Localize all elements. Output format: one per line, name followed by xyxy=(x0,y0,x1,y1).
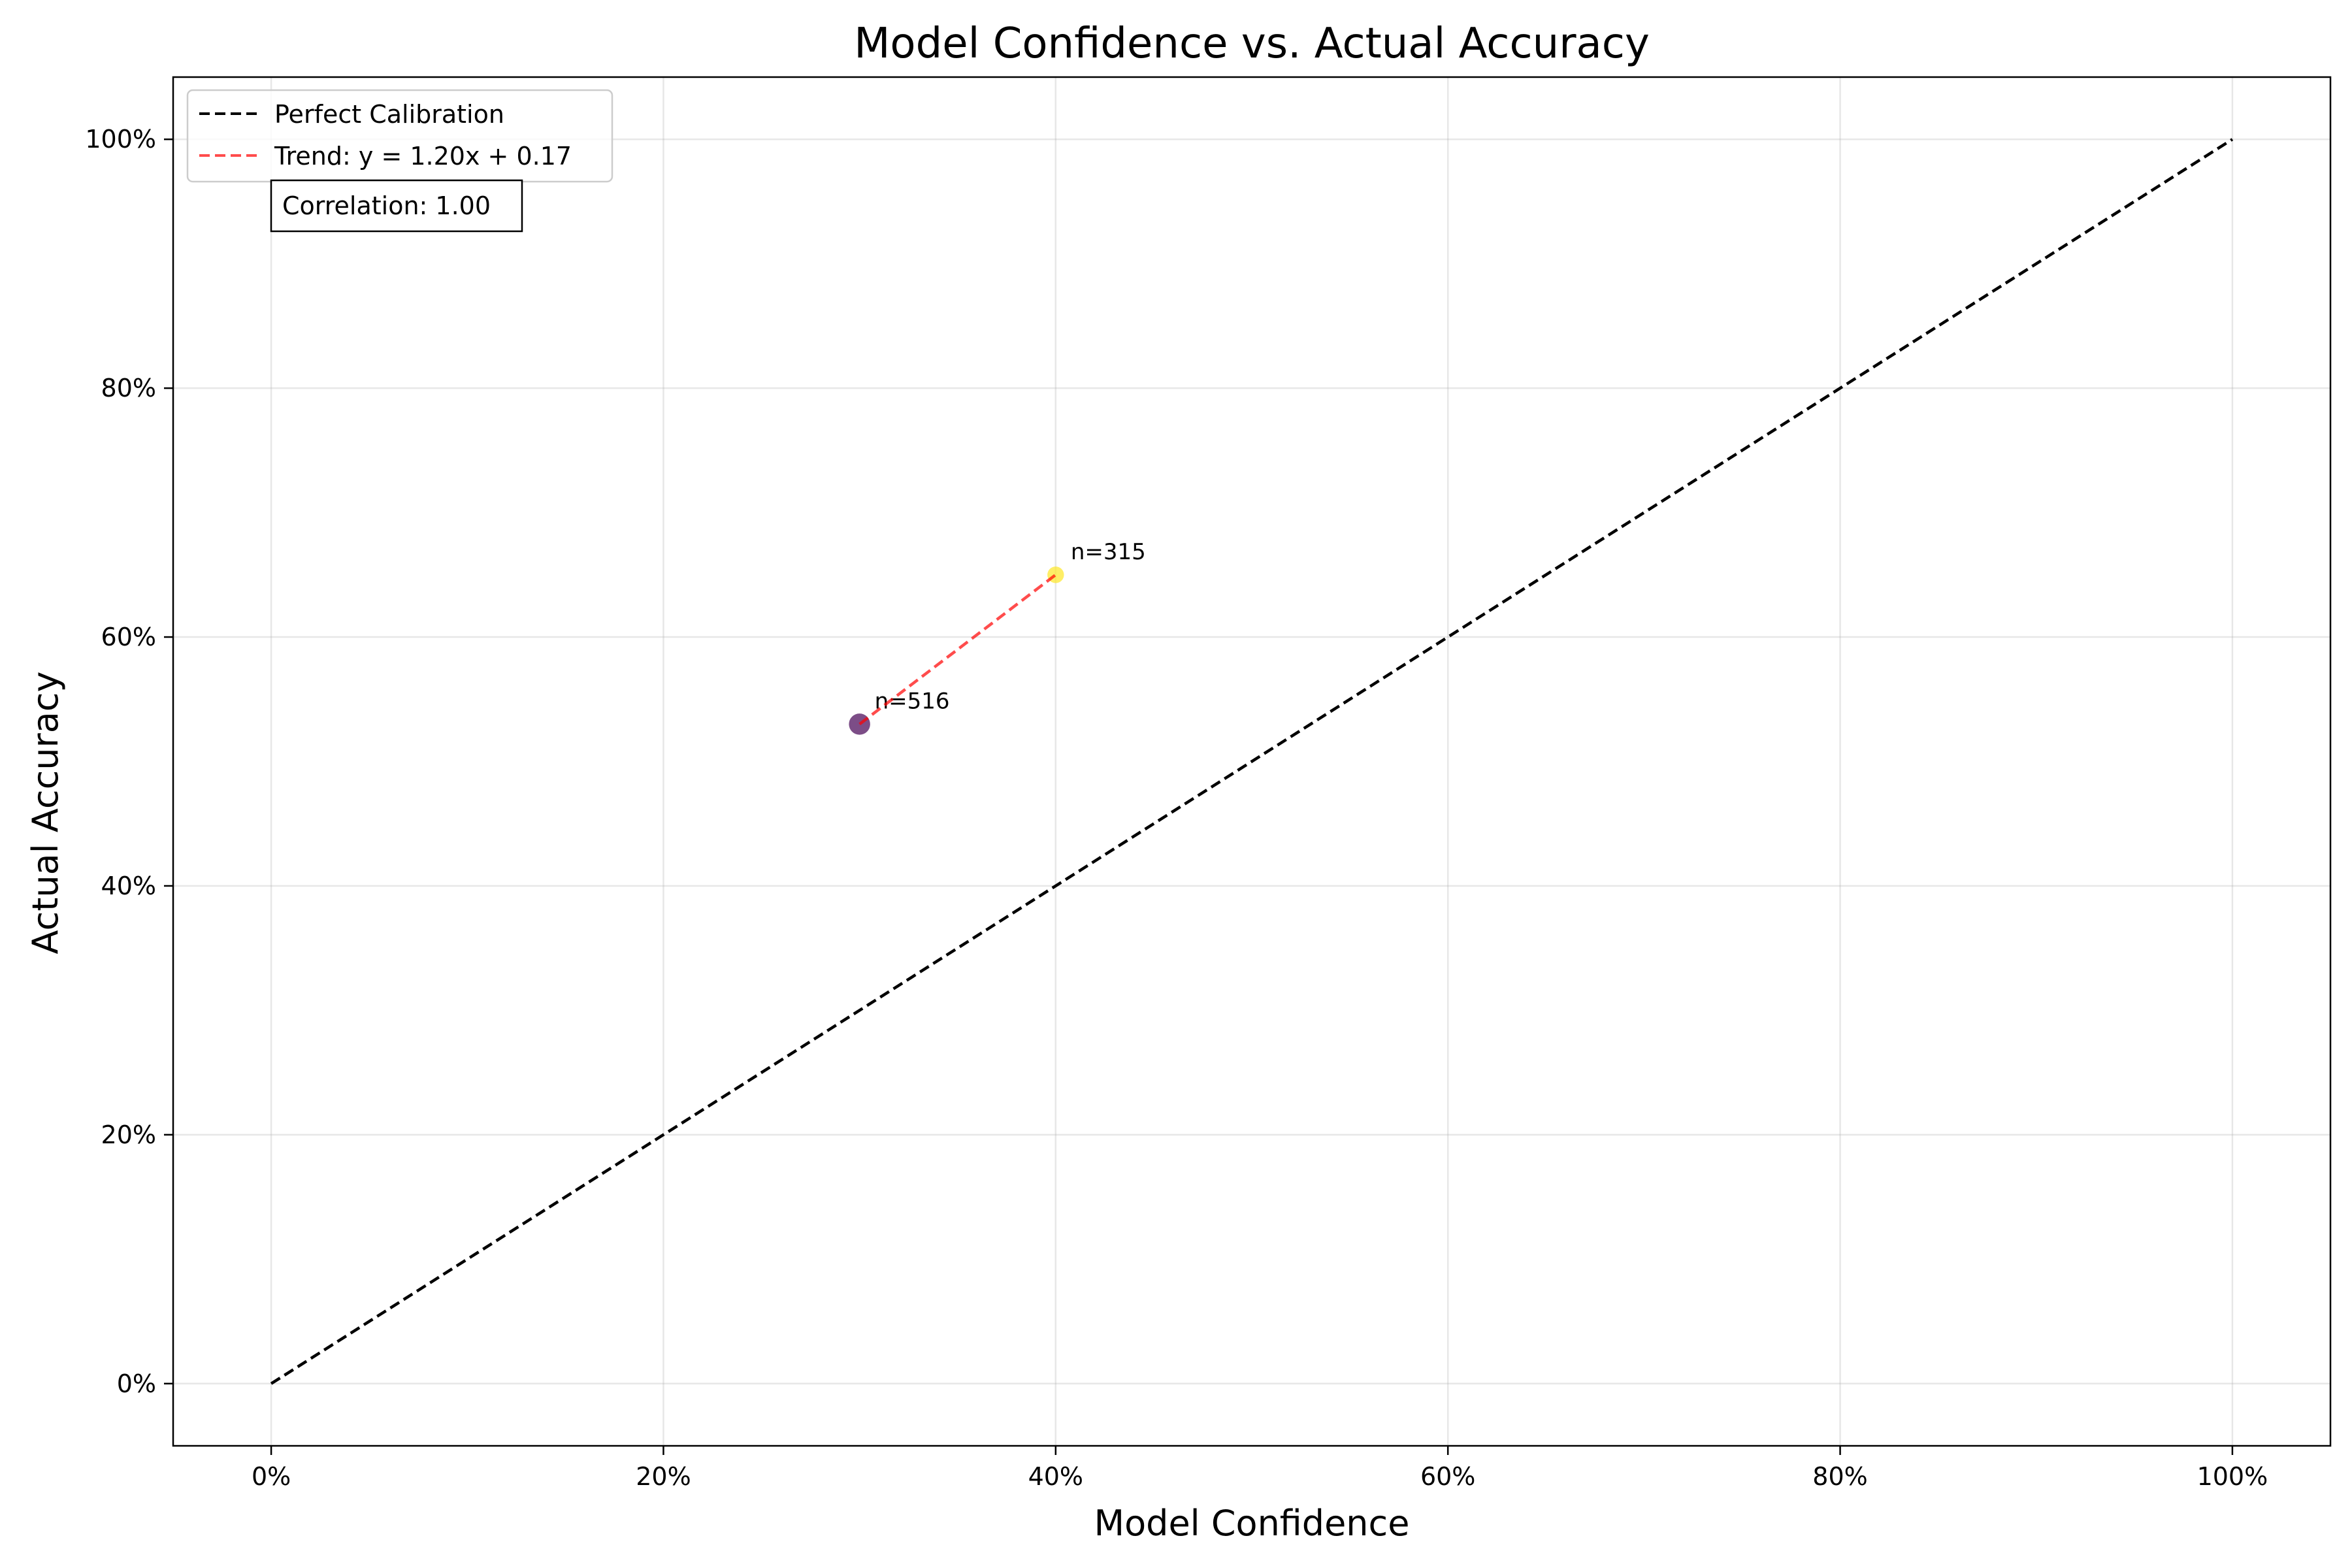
grid xyxy=(173,77,2330,1446)
legend: Perfect Calibration Trend: y = 1.20x + 0… xyxy=(186,89,613,183)
chart-title: Model Confidence vs. Actual Accuracy xyxy=(854,20,1650,68)
axis-ticks: 0% 20% 40% 60% 80% 100% 0% 20% 40% 60% 80% 100% xyxy=(85,125,2268,1491)
y-axis-label: Actual Accuracy xyxy=(25,672,66,955)
legend-label-perfect-calibration: Perfect Calibration xyxy=(274,100,504,129)
plot-frame xyxy=(172,76,2332,1447)
y-tick-label: 100% xyxy=(85,125,156,154)
x-tick-label: 20% xyxy=(636,1462,691,1491)
y-tick-label: 20% xyxy=(101,1120,156,1149)
correlation-annotation: Correlation: 1.00 xyxy=(270,179,523,233)
point-count-label: n=516 xyxy=(875,688,950,714)
point-count-label: n=315 xyxy=(1071,539,1146,565)
x-tick-label: 80% xyxy=(1812,1462,1867,1491)
y-tick-label: 0% xyxy=(117,1369,156,1398)
series-lines xyxy=(270,138,2234,1385)
x-tick-label: 0% xyxy=(252,1462,291,1491)
x-tick-label: 100% xyxy=(2197,1462,2268,1491)
trend-line xyxy=(858,574,1057,726)
y-tick-label: 60% xyxy=(101,623,156,651)
perfect-calibration-line xyxy=(270,138,2234,1385)
legend-label-trend: Trend: y = 1.20x + 0.17 xyxy=(274,142,572,171)
y-tick-label: 40% xyxy=(101,872,156,900)
x-axis-label: Model Confidence xyxy=(1094,1503,1410,1544)
x-tick-label: 60% xyxy=(1420,1462,1475,1491)
x-tick-label: 40% xyxy=(1028,1462,1083,1491)
correlation-text: Correlation: 1.00 xyxy=(282,191,491,220)
correlation-box xyxy=(270,179,523,233)
y-tick-label: 80% xyxy=(101,374,156,402)
